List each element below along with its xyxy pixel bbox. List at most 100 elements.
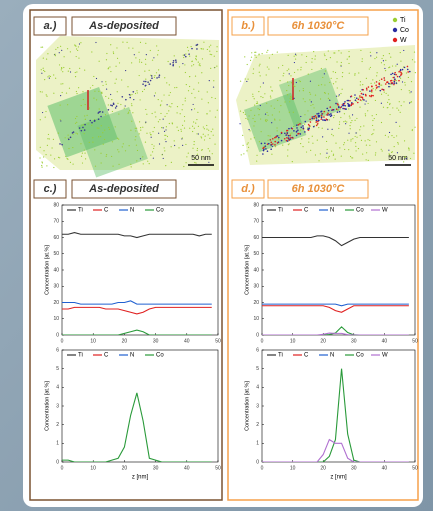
- atom: [396, 135, 397, 136]
- atom: [192, 148, 193, 149]
- panel-title: As-deposited: [88, 183, 159, 195]
- atom: [216, 66, 217, 67]
- atom: [396, 108, 397, 109]
- atom: [43, 68, 44, 69]
- y-tick-label: 0: [256, 459, 259, 465]
- atom: [270, 96, 271, 97]
- atom: [106, 53, 107, 54]
- atom: [268, 143, 270, 145]
- atom: [310, 81, 311, 82]
- atom: [390, 57, 391, 58]
- atom: [308, 141, 309, 142]
- atom: [70, 51, 71, 52]
- x-tick-label: 10: [290, 338, 296, 344]
- atom: [154, 75, 155, 76]
- atom: [91, 125, 92, 126]
- atom: [262, 153, 264, 155]
- atom: [349, 105, 351, 107]
- atom: [189, 76, 190, 77]
- atom: [203, 48, 204, 49]
- atom: [111, 99, 112, 100]
- atom: [193, 144, 194, 145]
- legend-label: Co: [356, 208, 364, 214]
- atom: [49, 75, 50, 76]
- atom: [320, 111, 322, 113]
- atom: [81, 125, 82, 126]
- atom: [106, 89, 107, 90]
- atom: [214, 67, 215, 68]
- atom: [375, 89, 376, 90]
- atom: [116, 105, 118, 107]
- atom: [87, 115, 88, 116]
- atom: [101, 162, 102, 163]
- atom: [288, 135, 290, 137]
- atom: [258, 114, 259, 115]
- atom: [147, 81, 149, 83]
- atom: [411, 101, 412, 102]
- atom: [254, 98, 255, 99]
- atom: [58, 157, 59, 158]
- atom: [407, 71, 409, 73]
- legend-label: W: [382, 208, 388, 214]
- atom: [134, 54, 135, 55]
- atom: [291, 82, 292, 83]
- atom: [268, 135, 269, 136]
- atom: [350, 139, 351, 140]
- legend-label: Co: [156, 353, 164, 359]
- panel-label: b.): [241, 20, 255, 32]
- atom: [354, 120, 355, 121]
- x-tick-label: 10: [290, 465, 296, 471]
- atom: [182, 104, 183, 105]
- atom: [158, 99, 159, 100]
- atom: [75, 132, 76, 133]
- atom: [63, 67, 64, 68]
- atom: [342, 72, 343, 73]
- x-tick-label: 50: [215, 465, 221, 471]
- atom: [154, 111, 155, 112]
- atom: [151, 137, 152, 138]
- atom: [156, 45, 157, 46]
- atom: [310, 105, 311, 106]
- atom: [296, 124, 298, 126]
- y-tick-label: 80: [253, 202, 259, 208]
- atom: [195, 162, 196, 163]
- atom: [283, 75, 284, 76]
- atom: [104, 139, 105, 140]
- atom: [407, 69, 409, 71]
- atom: [339, 121, 340, 122]
- atom: [288, 137, 290, 139]
- atom: [336, 61, 337, 62]
- atom: [117, 103, 118, 104]
- y-tick-label: 20: [53, 300, 59, 306]
- atom: [106, 156, 107, 157]
- atom: [254, 121, 255, 122]
- atom: [336, 78, 337, 79]
- atom: [155, 116, 156, 117]
- atom: [390, 74, 392, 76]
- atom: [399, 126, 400, 127]
- atom: [303, 127, 305, 129]
- atom: [80, 42, 81, 43]
- atom: [378, 82, 380, 84]
- atom: [150, 134, 151, 135]
- atom: [278, 137, 280, 139]
- atom: [43, 156, 44, 157]
- atom: [67, 159, 68, 160]
- atom: [394, 72, 396, 74]
- atom: [392, 151, 393, 152]
- atom: [95, 42, 96, 43]
- atom: [131, 94, 132, 95]
- atom: [289, 112, 290, 113]
- legend-marker: [393, 38, 397, 42]
- atom: [60, 46, 61, 47]
- atom: [282, 65, 283, 66]
- atom: [259, 72, 260, 73]
- atom: [375, 85, 377, 87]
- atom: [296, 131, 298, 133]
- legend-marker: [393, 18, 397, 22]
- atom: [333, 109, 335, 111]
- atom: [316, 118, 317, 119]
- atom: [340, 93, 341, 94]
- atom: [411, 81, 412, 82]
- atom: [415, 72, 416, 73]
